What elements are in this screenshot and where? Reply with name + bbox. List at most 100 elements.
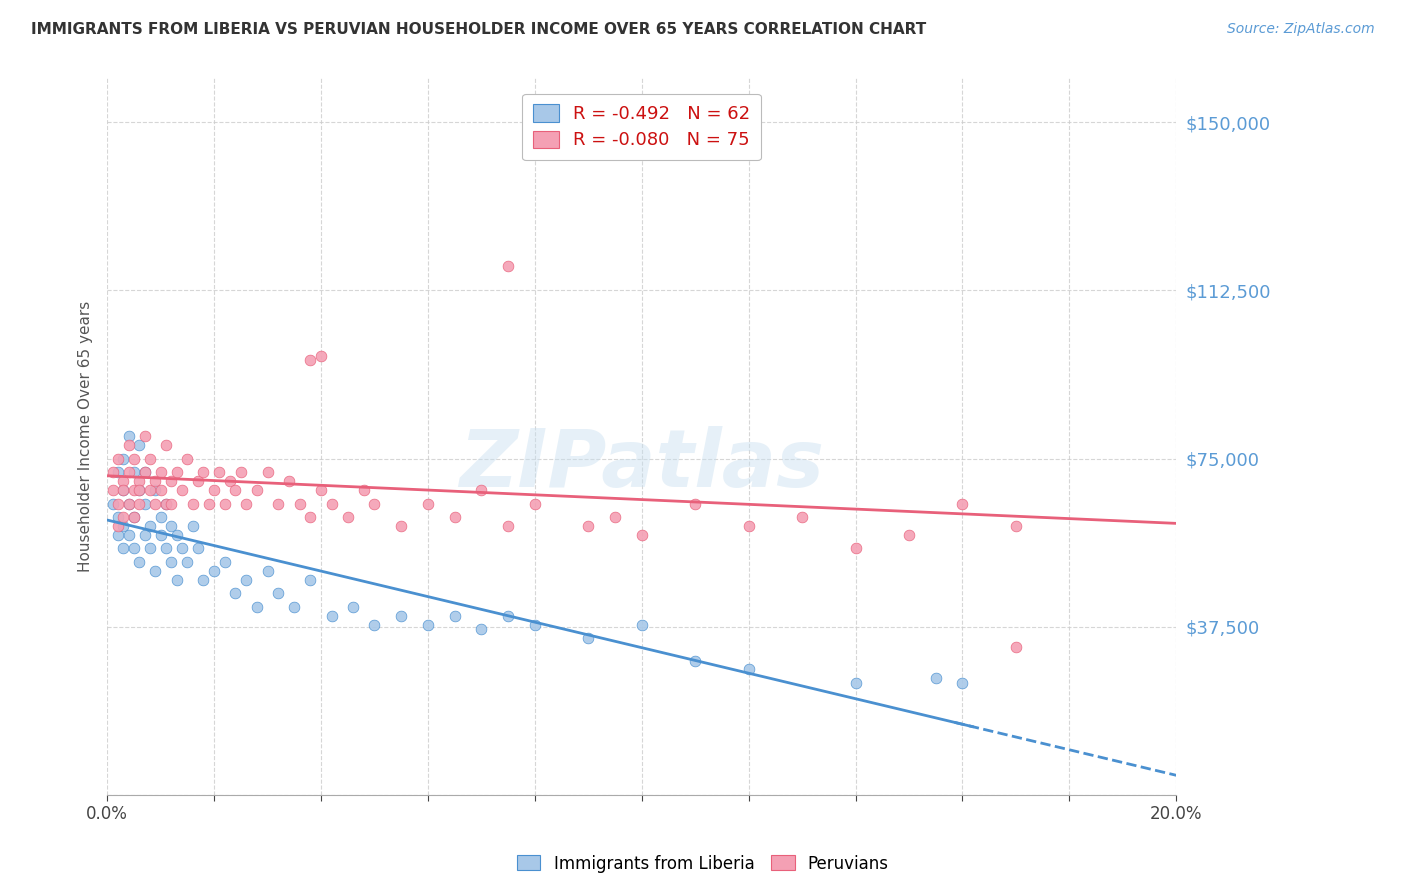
Point [416, 496, 439, 510]
Point [737, 519, 759, 533]
Point [117, 429, 139, 443]
Point [321, 608, 343, 623]
Point [288, 496, 311, 510]
Point [139, 483, 162, 497]
Point [737, 663, 759, 677]
Point [160, 555, 183, 569]
Point [235, 496, 257, 510]
Point [496, 608, 519, 623]
Point [112, 483, 135, 497]
Point [267, 586, 290, 600]
Point [170, 483, 193, 497]
Point [112, 451, 135, 466]
Point [107, 451, 129, 466]
Legend: Immigrants from Liberia, Peruvians: Immigrants from Liberia, Peruvians [510, 848, 896, 880]
Text: IMMIGRANTS FROM LIBERIA VS PERUVIAN HOUSEHOLDER INCOME OVER 65 YEARS CORRELATION: IMMIGRANTS FROM LIBERIA VS PERUVIAN HOUS… [31, 22, 927, 37]
Point [107, 465, 129, 479]
Point [256, 465, 278, 479]
Point [299, 353, 322, 368]
Point [299, 573, 322, 587]
Point [214, 496, 236, 510]
Point [496, 519, 519, 533]
Point [128, 438, 150, 452]
Point [112, 541, 135, 556]
Point [134, 429, 156, 443]
Point [166, 528, 188, 542]
Point [181, 496, 204, 510]
Point [128, 483, 150, 497]
Point [176, 451, 198, 466]
Point [155, 541, 177, 556]
Point [683, 496, 706, 510]
Point [187, 474, 209, 488]
Point [143, 474, 166, 488]
Point [202, 564, 225, 578]
Point [576, 631, 599, 645]
Point [143, 564, 166, 578]
Point [214, 555, 236, 569]
Point [790, 510, 813, 524]
Point [112, 483, 135, 497]
Point [160, 474, 183, 488]
Point [603, 510, 626, 524]
Point [166, 573, 188, 587]
Point [117, 438, 139, 452]
Point [389, 519, 412, 533]
Point [112, 510, 135, 524]
Point [309, 483, 332, 497]
Point [898, 528, 921, 542]
Point [277, 474, 299, 488]
Point [443, 510, 465, 524]
Point [246, 483, 269, 497]
Point [283, 599, 305, 614]
Legend: R = -0.492   N = 62, R = -0.080   N = 75: R = -0.492 N = 62, R = -0.080 N = 75 [523, 94, 761, 161]
Point [363, 617, 385, 632]
Point [342, 599, 364, 614]
Point [925, 672, 948, 686]
Point [256, 564, 278, 578]
Point [101, 483, 124, 497]
Point [193, 465, 215, 479]
Point [128, 474, 150, 488]
Point [101, 465, 124, 479]
Point [176, 555, 198, 569]
Point [208, 465, 231, 479]
Point [630, 617, 652, 632]
Point [197, 496, 219, 510]
Point [139, 519, 162, 533]
Point [267, 496, 290, 510]
Point [630, 528, 652, 542]
Point [235, 573, 257, 587]
Text: Source: ZipAtlas.com: Source: ZipAtlas.com [1227, 22, 1375, 37]
Point [155, 438, 177, 452]
Point [139, 541, 162, 556]
Point [224, 586, 246, 600]
Point [155, 496, 177, 510]
Point [443, 608, 465, 623]
Point [246, 599, 269, 614]
Point [683, 653, 706, 667]
Point [143, 483, 166, 497]
Point [107, 496, 129, 510]
Point [143, 496, 166, 510]
Point [160, 519, 183, 533]
Point [122, 541, 145, 556]
Point [202, 483, 225, 497]
Point [170, 541, 193, 556]
Point [101, 496, 124, 510]
Point [336, 510, 359, 524]
Point [122, 451, 145, 466]
Point [122, 510, 145, 524]
Point [299, 510, 322, 524]
Point [229, 465, 252, 479]
Point [128, 483, 150, 497]
Point [160, 496, 183, 510]
Point [496, 259, 519, 273]
Point [219, 474, 242, 488]
Point [844, 541, 866, 556]
Point [149, 528, 172, 542]
Point [193, 573, 215, 587]
Y-axis label: Householder Income Over 65 years: Householder Income Over 65 years [79, 301, 93, 572]
Point [117, 496, 139, 510]
Point [952, 676, 974, 690]
